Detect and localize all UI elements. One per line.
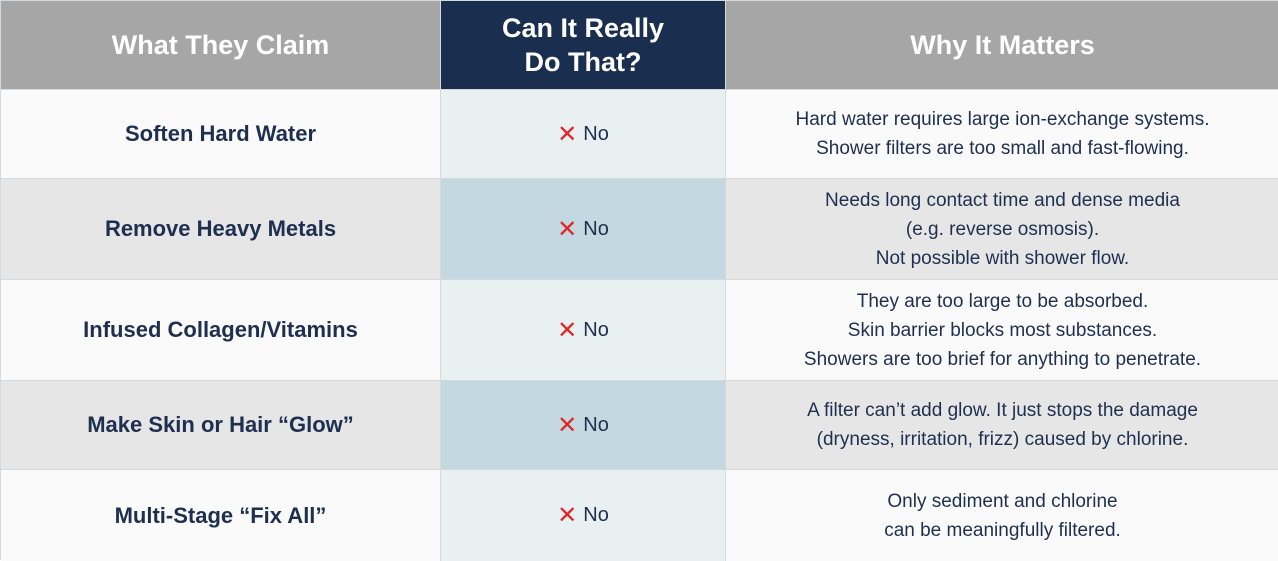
claim-cell: Soften Hard Water [1, 90, 441, 179]
cross-icon: ✕ [557, 502, 578, 529]
header-why-it-matters: Why It Matters [726, 1, 1278, 90]
why-line: Showers are too brief for anything to pe… [803, 348, 1202, 370]
why-line: (e.g. reverse osmosis). [905, 218, 1100, 240]
header-can-it-really: Can It Really Do That? [441, 1, 726, 90]
cross-icon: ✕ [557, 120, 578, 148]
why-line: can be meaningfully filtered. [884, 519, 1121, 541]
verdict-label: No [583, 122, 609, 145]
verdict-cell: ✕ No [441, 179, 726, 280]
why-line: Needs long contact time and dense media [825, 189, 1180, 211]
claim-cell: Remove Heavy Metals [1, 179, 441, 280]
why-line: A filter can’t add glow. It just stops t… [807, 400, 1198, 421]
header-can-it-line1: Can It Really [501, 13, 665, 43]
why-line: Hard water requires large ion-exchange s… [795, 109, 1210, 130]
verdict-label: No [583, 217, 609, 240]
header-can-it-line2: Do That? [524, 47, 642, 77]
verdict-cell: ✕ No [441, 280, 726, 381]
verdict-cell: ✕ No [441, 90, 726, 179]
verdict-cell: ✕ No [441, 470, 726, 561]
verdict-cell: ✕ No [441, 381, 726, 470]
why-line: (dryness, irritation, frizz) caused by c… [816, 429, 1189, 450]
cross-icon: ✕ [557, 316, 578, 344]
verdict-label: No [583, 413, 609, 436]
why-cell: Needs long contact time and dense media … [726, 179, 1278, 280]
cross-icon: ✕ [557, 215, 578, 243]
claim-cell: Infused Collagen/Vitamins [1, 280, 441, 381]
why-cell: They are too large to be absorbed. Skin … [726, 280, 1278, 381]
why-line: Skin barrier blocks most substances. [847, 319, 1158, 341]
why-cell: A filter can’t add glow. It just stops t… [726, 381, 1278, 470]
why-line: They are too large to be absorbed. [856, 290, 1149, 312]
why-line: Shower filters are too small and fast-fl… [816, 138, 1189, 159]
why-line: Only sediment and chlorine [887, 490, 1118, 512]
header-what-they-claim: What They Claim [1, 1, 441, 90]
verdict-label: No [583, 318, 609, 341]
claim-cell: Make Skin or Hair “Glow” [1, 381, 441, 470]
why-cell: Only sediment and chlorine can be meanin… [726, 470, 1278, 561]
verdict-label: No [583, 504, 609, 526]
why-cell: Hard water requires large ion-exchange s… [726, 90, 1278, 179]
cross-icon: ✕ [557, 411, 578, 439]
why-line: Not possible with shower flow. [875, 247, 1130, 269]
claim-cell: Multi-Stage “Fix All” [1, 470, 441, 561]
